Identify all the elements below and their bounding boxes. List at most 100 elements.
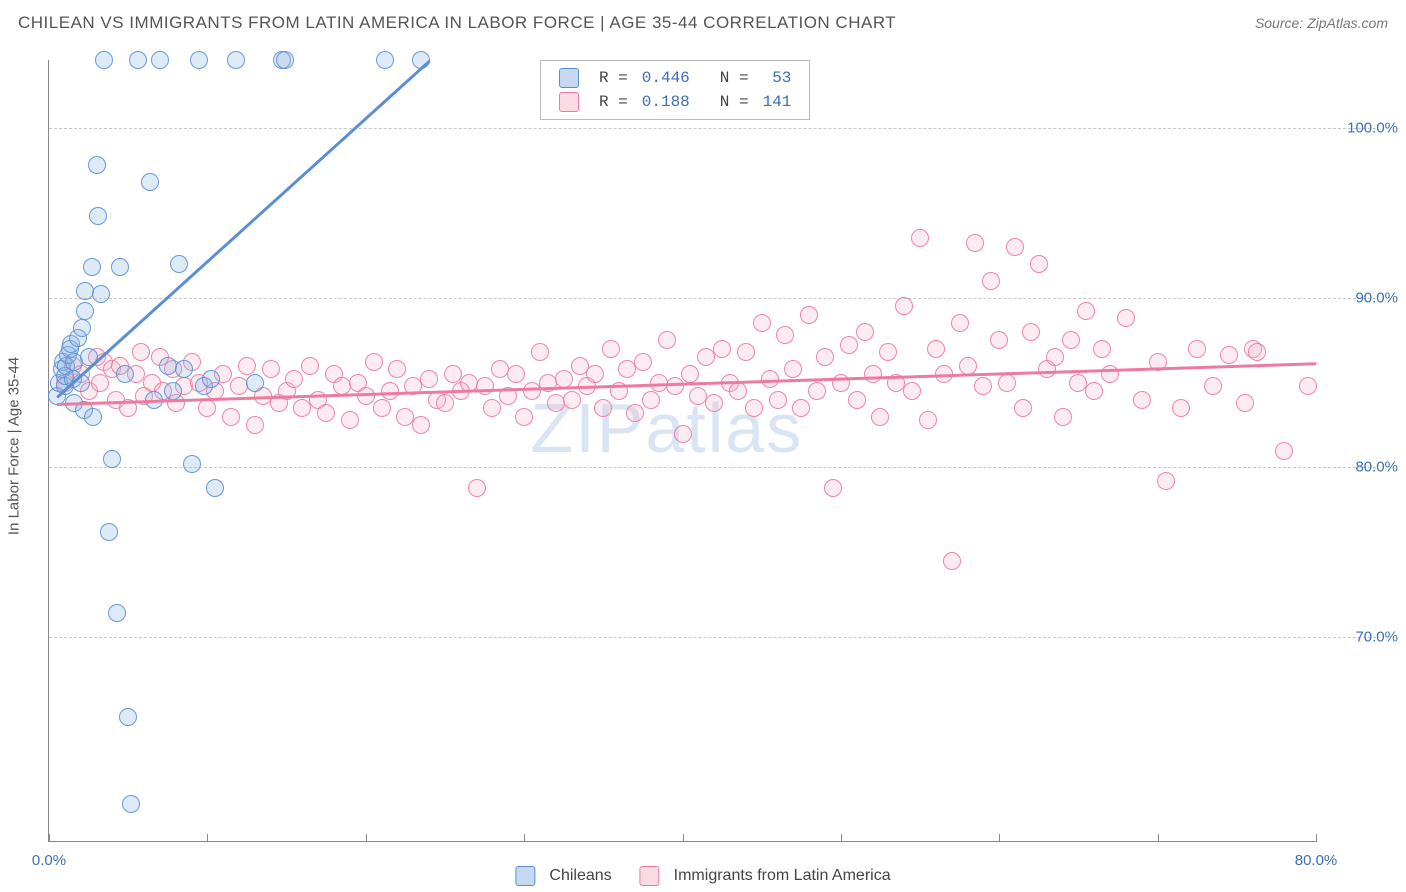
scatter-point	[943, 552, 961, 570]
scatter-point	[951, 314, 969, 332]
scatter-point	[1062, 331, 1080, 349]
scatter-point	[966, 234, 984, 252]
scatter-point	[737, 343, 755, 361]
scatter-point	[92, 285, 110, 303]
scatter-point	[89, 207, 107, 225]
scatter-point	[848, 391, 866, 409]
gridline	[49, 467, 1376, 468]
scatter-point	[103, 450, 121, 468]
scatter-point	[1172, 399, 1190, 417]
legend-item: Chileans	[515, 866, 611, 886]
scatter-point	[285, 370, 303, 388]
scatter-point	[1236, 394, 1254, 412]
x-tick	[1158, 834, 1159, 842]
scatter-point	[111, 258, 129, 276]
trend-line	[56, 60, 430, 398]
scatter-point	[1248, 343, 1266, 361]
scatter-point	[824, 479, 842, 497]
scatter-point	[594, 399, 612, 417]
scatter-point	[100, 523, 118, 541]
scatter-point	[658, 331, 676, 349]
chart-title: CHILEAN VS IMMIGRANTS FROM LATIN AMERICA…	[18, 13, 896, 33]
scatter-point	[164, 382, 182, 400]
scatter-point	[879, 343, 897, 361]
y-tick-label: 90.0%	[1355, 289, 1398, 306]
scatter-point	[95, 51, 113, 69]
scatter-point	[1022, 323, 1040, 341]
scatter-point	[1220, 346, 1238, 364]
legend-label: Chileans	[549, 867, 611, 885]
scatter-point	[206, 479, 224, 497]
scatter-point	[911, 229, 929, 247]
scatter-point	[412, 416, 430, 434]
scatter-point	[515, 408, 533, 426]
scatter-point	[1077, 302, 1095, 320]
x-tick	[999, 834, 1000, 842]
scatter-point	[246, 416, 264, 434]
x-tick-label: 80.0%	[1295, 852, 1338, 869]
scatter-point	[816, 348, 834, 366]
scatter-point	[357, 387, 375, 405]
scatter-point	[373, 399, 391, 417]
scatter-point	[175, 360, 193, 378]
scatter-point	[531, 343, 549, 361]
scatter-point	[468, 479, 486, 497]
scatter-point	[1299, 377, 1317, 395]
scatter-point	[122, 795, 140, 813]
legend-item: Immigrants from Latin America	[640, 866, 891, 886]
scatter-point	[476, 377, 494, 395]
scatter-point	[301, 357, 319, 375]
scatter-point	[376, 51, 394, 69]
x-tick	[1316, 834, 1317, 842]
scatter-point	[800, 306, 818, 324]
scatter-point	[1204, 377, 1222, 395]
scatter-point	[713, 340, 731, 358]
y-axis-title: In Labor Force | Age 35-44	[6, 357, 23, 535]
scatter-point	[626, 404, 644, 422]
scatter-point	[317, 404, 335, 422]
scatter-point	[895, 297, 913, 315]
header: CHILEAN VS IMMIGRANTS FROM LATIN AMERICA…	[0, 0, 1406, 46]
scatter-point	[974, 377, 992, 395]
scatter-point	[864, 365, 882, 383]
scatter-point	[634, 353, 652, 371]
scatter-point	[1085, 382, 1103, 400]
y-tick-label: 100.0%	[1347, 119, 1398, 136]
scatter-point	[776, 326, 794, 344]
scatter-point	[959, 357, 977, 375]
scatter-point	[919, 411, 937, 429]
scatter-point	[1030, 255, 1048, 273]
scatter-point	[507, 365, 525, 383]
scatter-point	[202, 370, 220, 388]
scatter-point	[190, 51, 208, 69]
scatter-point	[238, 357, 256, 375]
legend-bottom: Chileans Immigrants from Latin America	[515, 866, 890, 886]
scatter-point	[674, 425, 692, 443]
scatter-point	[83, 258, 101, 276]
scatter-point	[132, 343, 150, 361]
scatter-point	[222, 408, 240, 426]
legend-swatch	[640, 866, 660, 886]
scatter-point	[1093, 340, 1111, 358]
source-label: Source: ZipAtlas.com	[1255, 15, 1388, 31]
gridline	[49, 128, 1376, 129]
scatter-point	[1006, 238, 1024, 256]
scatter-point	[642, 391, 660, 409]
scatter-point	[276, 51, 294, 69]
scatter-point	[927, 340, 945, 358]
scatter-point	[141, 173, 159, 191]
scatter-point	[1054, 408, 1072, 426]
scatter-point	[84, 408, 102, 426]
scatter-point	[262, 360, 280, 378]
scatter-point	[998, 374, 1016, 392]
scatter-point	[666, 377, 684, 395]
x-tick	[683, 834, 684, 842]
scatter-point	[108, 604, 126, 622]
scatter-point	[871, 408, 889, 426]
gridline	[49, 298, 1376, 299]
scatter-point	[73, 319, 91, 337]
x-tick	[207, 834, 208, 842]
scatter-point	[183, 455, 201, 473]
scatter-point	[119, 708, 137, 726]
x-tick	[524, 834, 525, 842]
